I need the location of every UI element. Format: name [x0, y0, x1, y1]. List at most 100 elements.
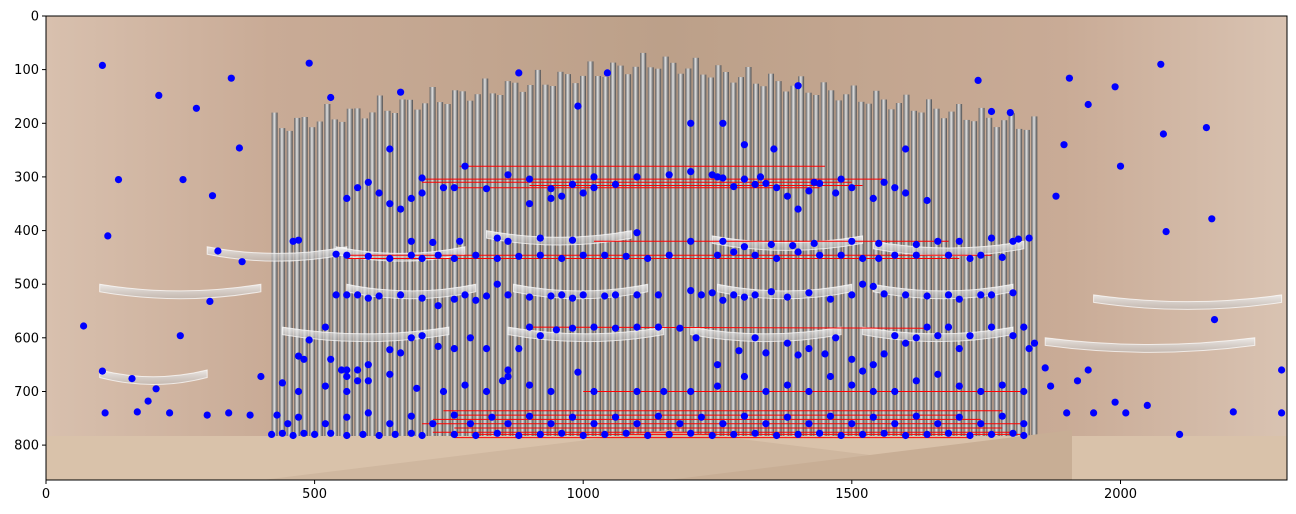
keypoint	[805, 387, 813, 396]
keypoint	[547, 387, 555, 396]
keypoint	[418, 294, 426, 302]
keypoint	[869, 282, 877, 290]
organ-pipe	[790, 85, 797, 446]
reflector-panel	[99, 283, 262, 300]
keypoint	[397, 88, 405, 96]
keypoint	[418, 254, 426, 263]
keypoint	[832, 189, 840, 197]
organ-pipe	[361, 118, 368, 446]
keypoint	[977, 420, 985, 428]
keypoint	[767, 240, 775, 249]
keypoint	[740, 372, 749, 381]
organ-pipe	[971, 121, 978, 446]
keypoint	[214, 247, 222, 255]
keypoint	[654, 412, 663, 420]
organ-pipe	[1008, 113, 1015, 446]
keypoint	[902, 431, 910, 440]
keypoint	[238, 258, 246, 266]
organ-pipe	[1001, 120, 1008, 446]
keypoint	[1157, 60, 1165, 68]
keypoint	[472, 251, 480, 259]
keypoint	[104, 232, 112, 240]
keypoint	[327, 429, 335, 437]
keypoint	[902, 189, 910, 197]
keypoint	[547, 292, 555, 300]
keypoint	[354, 377, 362, 385]
keypoint	[708, 289, 716, 297]
organ-pipe	[700, 74, 707, 446]
organ-pipe	[414, 109, 421, 446]
keypoint	[284, 420, 292, 428]
keypoint	[504, 366, 512, 374]
keypoint	[687, 387, 695, 396]
keypoint	[375, 189, 383, 197]
keypoint	[450, 254, 458, 263]
keypoint	[590, 184, 598, 192]
keypoint	[665, 430, 673, 438]
keypoint	[783, 339, 792, 347]
organ-pipe	[504, 81, 511, 446]
keypoint	[482, 292, 491, 300]
organ-pipe	[677, 73, 684, 446]
keypoint	[1020, 420, 1028, 428]
keypoint	[773, 254, 781, 263]
keypoint	[558, 429, 566, 437]
keypoint	[407, 429, 415, 437]
reflector-panel	[1093, 294, 1283, 310]
keypoint	[1162, 228, 1170, 236]
y-tick-label: 600	[14, 331, 39, 346]
keypoint	[789, 242, 797, 250]
keypoint	[80, 322, 88, 330]
keypoint	[1202, 124, 1210, 132]
organ-pipe	[783, 91, 790, 446]
keypoint	[461, 381, 469, 389]
keypoint	[1009, 289, 1017, 297]
keypoint	[692, 334, 700, 342]
keypoint	[601, 292, 609, 300]
keypoint	[740, 293, 749, 301]
keypoint	[332, 291, 340, 299]
keypoint	[375, 431, 383, 440]
organ-pipe	[956, 104, 963, 446]
keypoint	[944, 291, 953, 299]
keypoint	[397, 205, 405, 213]
organ-pipe	[602, 77, 609, 446]
keypoint	[660, 387, 668, 396]
keypoint	[179, 176, 187, 184]
keypoint	[504, 237, 512, 245]
keypoint	[1014, 235, 1023, 243]
keypoint	[321, 382, 329, 390]
y-tick-label: 0	[31, 10, 39, 25]
keypoint	[472, 296, 480, 304]
keypoint	[697, 291, 706, 299]
keypoint	[558, 254, 566, 263]
organ-pipe	[482, 78, 489, 446]
keypoint	[294, 387, 303, 396]
keypoint	[762, 349, 770, 357]
keypoint	[1210, 316, 1219, 324]
keypoint	[590, 323, 598, 331]
keypoint	[450, 184, 458, 192]
organ-pipe	[444, 104, 451, 446]
keypoint	[826, 372, 835, 381]
keypoint	[482, 387, 491, 396]
keypoint	[289, 237, 297, 245]
keypoint	[407, 237, 415, 245]
keypoint	[644, 431, 652, 440]
organ-pipe	[512, 82, 519, 446]
keypoint	[1159, 130, 1167, 138]
keypoint	[321, 323, 329, 331]
keypoint	[235, 144, 243, 152]
organ-pipe	[437, 102, 444, 446]
organ-pipe	[346, 108, 353, 446]
keypoint	[1176, 430, 1184, 438]
keypoint	[568, 180, 577, 188]
keypoint	[974, 76, 982, 84]
keypoint	[934, 420, 942, 428]
keypoint	[998, 412, 1006, 420]
organ-pipe	[738, 77, 744, 446]
keypoint	[955, 345, 963, 353]
keypoint	[880, 178, 888, 186]
keypoint	[359, 430, 367, 438]
x-tick-label: 0	[42, 487, 50, 502]
